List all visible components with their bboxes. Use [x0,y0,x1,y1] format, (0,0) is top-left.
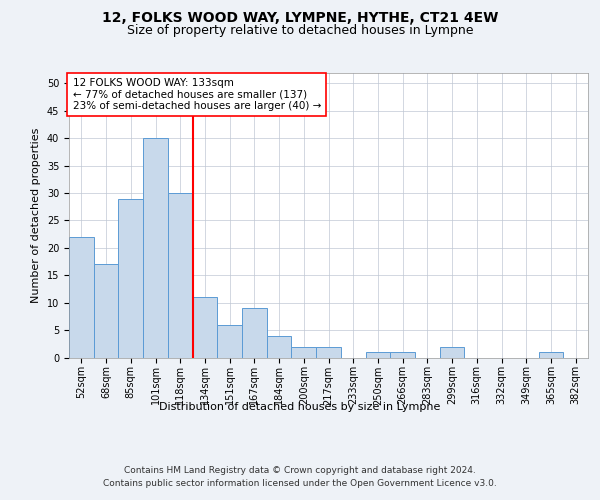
Y-axis label: Number of detached properties: Number of detached properties [31,128,41,302]
Text: 12, FOLKS WOOD WAY, LYMPNE, HYTHE, CT21 4EW: 12, FOLKS WOOD WAY, LYMPNE, HYTHE, CT21 … [102,11,498,25]
Bar [316,346,341,358]
Bar [69,237,94,358]
Bar [118,198,143,358]
Bar [440,346,464,358]
Bar [217,324,242,358]
Text: Contains HM Land Registry data © Crown copyright and database right 2024.: Contains HM Land Registry data © Crown c… [124,466,476,475]
Text: Size of property relative to detached houses in Lympne: Size of property relative to detached ho… [127,24,473,37]
Bar [539,352,563,358]
Bar [193,297,217,358]
Bar [365,352,390,358]
Text: Contains public sector information licensed under the Open Government Licence v3: Contains public sector information licen… [103,479,497,488]
Text: 12 FOLKS WOOD WAY: 133sqm
← 77% of detached houses are smaller (137)
23% of semi: 12 FOLKS WOOD WAY: 133sqm ← 77% of detac… [73,78,321,111]
Text: Distribution of detached houses by size in Lympne: Distribution of detached houses by size … [160,402,440,412]
Bar [143,138,168,358]
Bar [292,346,316,358]
Bar [242,308,267,358]
Bar [168,193,193,358]
Bar [267,336,292,357]
Bar [94,264,118,358]
Bar [390,352,415,358]
